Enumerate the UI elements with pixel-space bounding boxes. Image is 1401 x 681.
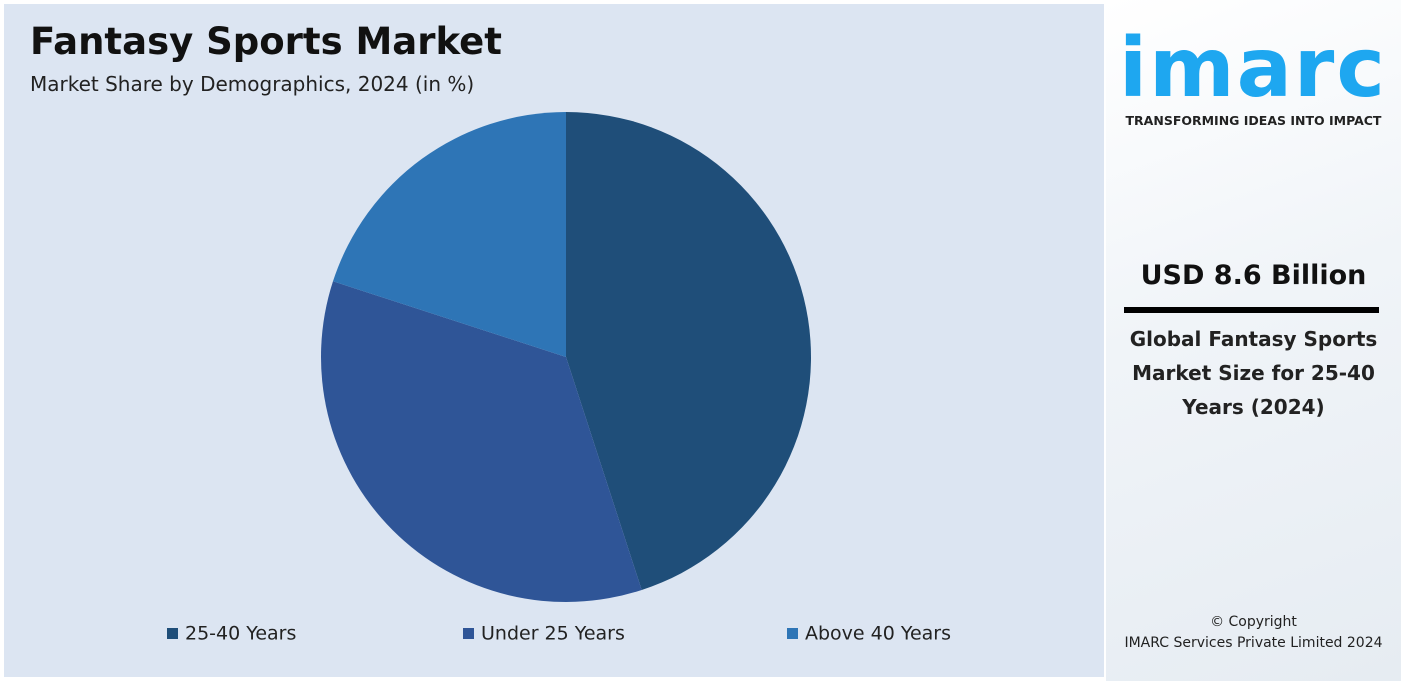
pie-slice	[566, 112, 811, 591]
legend-label: Under 25 Years	[481, 623, 625, 645]
legend-swatch	[787, 628, 798, 639]
pie-slice	[320, 281, 642, 602]
chart-panel: Fantasy Sports Market Market Share by De…	[4, 4, 1104, 677]
legend-label: 25-40 Years	[185, 623, 296, 645]
description: Global Fantasy Sports Market Size for 25…	[1129, 327, 1378, 419]
legend-swatch	[167, 628, 178, 639]
side-panel: imarc TRANSFORMING IDEAS INTO IMPACT USD…	[1106, 0, 1401, 681]
chart-subtitle: Market Share by Demographics, 2024 (in %…	[30, 72, 475, 96]
divider	[1124, 307, 1379, 313]
legend-label: Above 40 Years	[805, 623, 951, 645]
chart-title: Fantasy Sports Market	[30, 20, 502, 63]
tagline: TRANSFORMING IDEAS INTO IMPACT	[1125, 113, 1382, 128]
company: IMARC Services Private Limited 2024	[1124, 635, 1383, 651]
copyright: © Copyright	[1210, 614, 1297, 630]
legend-swatch	[463, 628, 474, 639]
headline: USD 8.6 Billion	[1140, 260, 1367, 291]
chart: 25-40 Years Under 25 Years Above 40 Years	[167, 112, 951, 645]
logo: imarc	[1119, 21, 1387, 116]
pie-slice	[332, 112, 566, 357]
